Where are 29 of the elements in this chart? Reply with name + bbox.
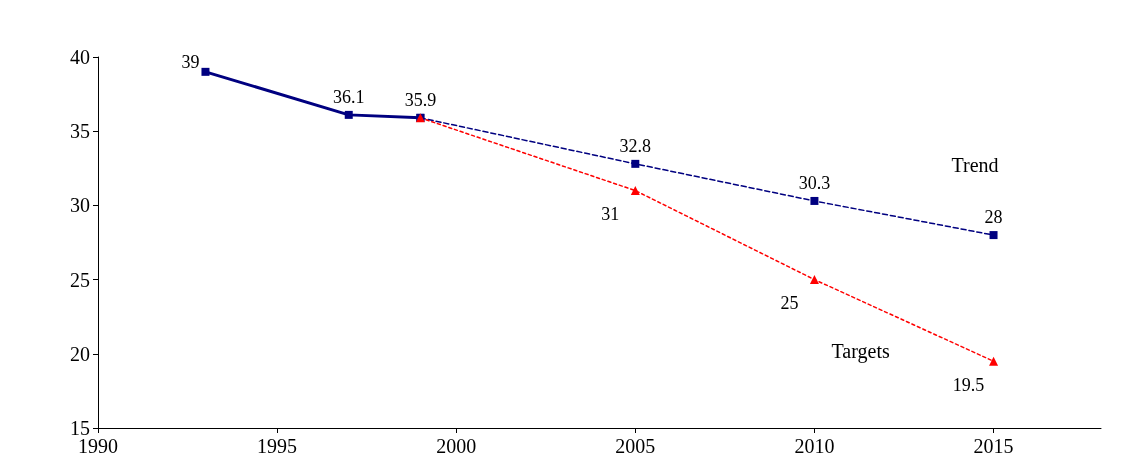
y-tick-label: 30 — [70, 194, 90, 217]
data-label: 32.8 — [619, 135, 652, 156]
data-label: 19.5 — [952, 374, 985, 395]
x-tick-label: 2010 — [794, 435, 835, 457]
y-tick-label: 35 — [70, 120, 90, 143]
point — [810, 196, 819, 205]
point — [630, 186, 640, 196]
text: Trend — [951, 154, 999, 177]
point — [989, 356, 999, 366]
x-tick-label: 2015 — [973, 435, 1014, 457]
data-label: 31 — [601, 204, 620, 225]
data-label: 39 — [181, 51, 200, 72]
data-label: 36.1 — [333, 86, 365, 107]
data-label: 35.9 — [404, 89, 437, 110]
x-tick-label: 1995 — [257, 435, 298, 457]
point — [989, 231, 998, 240]
data-label: 30.3 — [798, 172, 831, 193]
x-tick-label: 2005 — [615, 435, 656, 457]
x-tick-label: 2000 — [436, 435, 477, 457]
y-tick-label: 25 — [70, 268, 90, 291]
point — [201, 67, 210, 76]
point — [809, 275, 819, 285]
series-label: Targets — [831, 340, 890, 364]
data-label: 28 — [984, 207, 1003, 228]
point — [344, 110, 353, 119]
data-label: 25 — [780, 293, 799, 314]
point — [631, 159, 640, 168]
y-tick-label: 40 — [70, 46, 90, 68]
y-tick-label: 20 — [70, 342, 90, 365]
